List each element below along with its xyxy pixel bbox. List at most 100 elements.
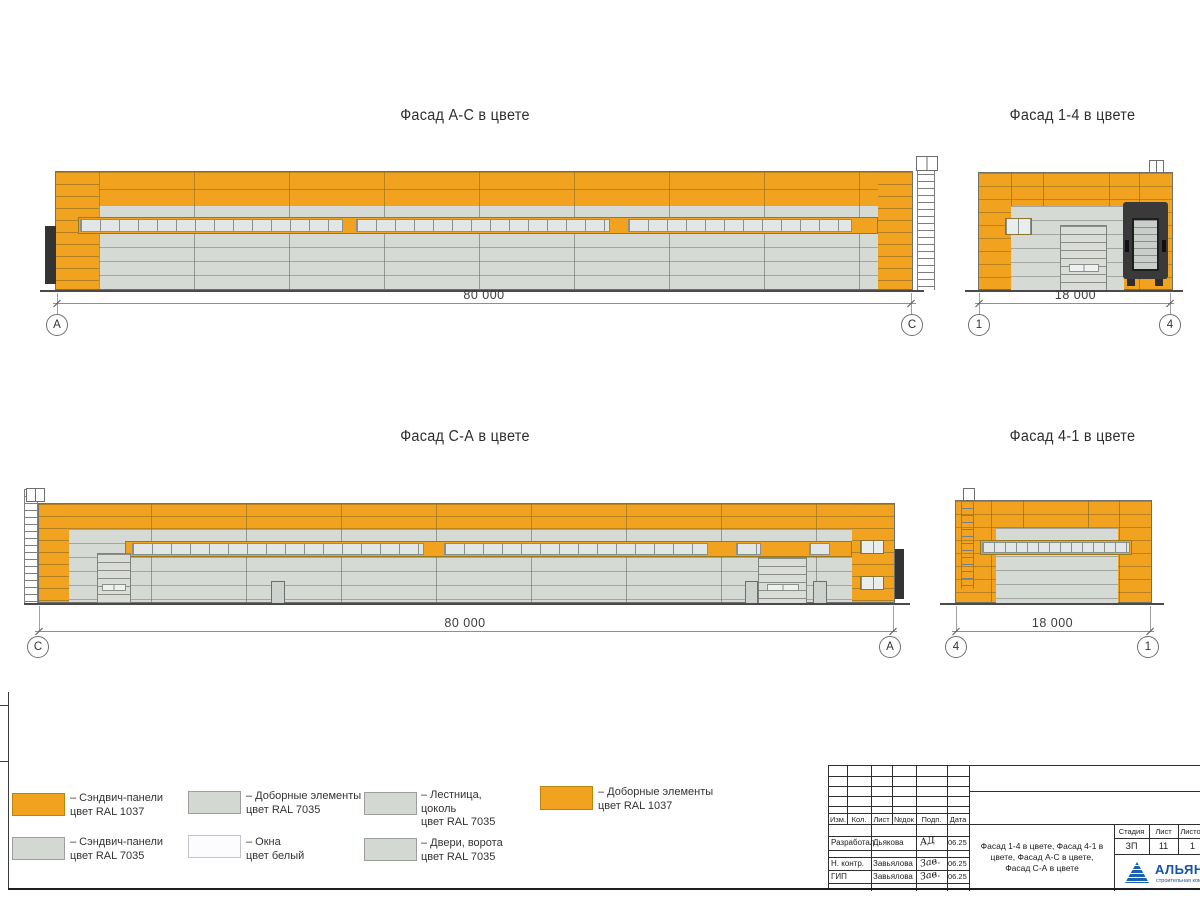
sectional-gate bbox=[97, 553, 131, 604]
facade-ca-drawing bbox=[24, 488, 904, 604]
orange-top-band bbox=[39, 504, 894, 529]
sheet-label: Лист bbox=[1155, 827, 1172, 836]
door bbox=[745, 581, 758, 604]
ground-line bbox=[965, 290, 1183, 292]
facade-41-title: Фасад 4-1 в цвете bbox=[1009, 428, 1136, 445]
roof-ladder bbox=[24, 489, 38, 604]
staff-name: Завьялова bbox=[873, 859, 913, 868]
gate-window-row bbox=[1069, 264, 1099, 272]
dock-bumper bbox=[1127, 279, 1135, 286]
legend-swatch-orange bbox=[540, 786, 593, 810]
facade-ac-title: Фасад А-С в цвете bbox=[400, 107, 530, 124]
extension-line bbox=[893, 606, 894, 632]
window-strip bbox=[132, 543, 424, 555]
staff-signature: АД bbox=[919, 834, 936, 849]
titleblock-line bbox=[969, 766, 970, 891]
staff-date: 06.25 bbox=[948, 838, 967, 847]
staff-role: Н. контр. bbox=[831, 859, 865, 868]
axis-marker-c: С bbox=[27, 636, 49, 658]
sheet-title: Фасад 1-4 в цвете, Фасад 4-1 в цвете, Фа… bbox=[980, 841, 1104, 873]
ground-line bbox=[24, 603, 910, 605]
legend-swatch-gray bbox=[364, 792, 417, 815]
titleblock-line bbox=[1114, 838, 1200, 839]
window bbox=[860, 540, 884, 554]
sectional-gate bbox=[758, 557, 807, 604]
legend-label: – Лестница, цоколь цвет RAL 7035 bbox=[421, 789, 496, 828]
roof-ladder-cage bbox=[916, 156, 938, 171]
stage-value: ЗП bbox=[1125, 841, 1138, 851]
dimension-line bbox=[53, 303, 916, 304]
facade-14-title: Фасад 1-4 в цвете bbox=[1009, 107, 1136, 124]
staff-date: 06.25 bbox=[948, 859, 967, 868]
window bbox=[860, 576, 884, 590]
staff-role: ГИП bbox=[831, 872, 847, 881]
axis-marker-4: 4 bbox=[945, 636, 967, 658]
titleblock-line bbox=[829, 857, 969, 858]
roof-ladder bbox=[917, 160, 935, 290]
legend-label: – Окна цвет белый bbox=[246, 836, 305, 862]
staff-date: 06.25 bbox=[948, 872, 967, 881]
legend-label: – Двери, ворота цвет RAL 7035 bbox=[421, 837, 503, 863]
extension-line bbox=[1170, 293, 1171, 319]
orange-corner-strip-left bbox=[39, 504, 69, 602]
sheets-value: 1 bbox=[1189, 841, 1195, 851]
legend-swatch-white bbox=[188, 835, 241, 858]
facade-41-drawing bbox=[955, 488, 1152, 604]
ground-line bbox=[940, 603, 1164, 605]
titleblock-line bbox=[969, 791, 1200, 792]
roof-vent bbox=[1149, 160, 1164, 173]
col-data: Дата bbox=[949, 815, 967, 824]
window-strip bbox=[356, 219, 610, 232]
orange-corner-strip-right bbox=[878, 172, 912, 289]
titleblock-line bbox=[1178, 824, 1179, 854]
door bbox=[813, 581, 827, 604]
titleblock-line bbox=[947, 766, 948, 891]
facade-ca-title: Фасад С-А в цвете bbox=[400, 428, 530, 445]
axis-marker-a: А bbox=[879, 636, 901, 658]
staff-row: ГИП Завьялова Зав. 06.25 bbox=[829, 868, 969, 883]
extension-line bbox=[979, 293, 980, 319]
legend-label: – Сэндвич-панели цвет RAL 7035 bbox=[70, 836, 164, 862]
titleblock-line bbox=[1114, 824, 1115, 891]
logo-triangle-icon bbox=[1125, 862, 1149, 883]
dimension-line bbox=[975, 303, 1174, 304]
staff-name: Дьякова bbox=[873, 838, 904, 847]
titleblock-line bbox=[1149, 824, 1150, 854]
dock-shelter bbox=[1123, 202, 1168, 279]
titleblock-line bbox=[829, 883, 969, 884]
col-kol: Кол. bbox=[851, 815, 867, 824]
titleblock-line bbox=[829, 813, 969, 814]
dimension-label: 18 000 bbox=[1031, 616, 1074, 630]
sheet-frame-tick bbox=[0, 761, 8, 762]
titleblock-line bbox=[829, 776, 969, 777]
titleblock-line bbox=[1114, 854, 1200, 855]
dimension-label: 18 000 bbox=[1054, 288, 1097, 302]
window-strip bbox=[982, 542, 1130, 553]
facade-ac-drawing bbox=[45, 156, 938, 290]
dimension-label: 80 000 bbox=[463, 288, 505, 302]
sheet-frame-tick bbox=[0, 705, 8, 706]
axis-marker-1: 1 bbox=[968, 314, 990, 336]
window-band bbox=[78, 217, 878, 234]
extension-line bbox=[57, 293, 58, 319]
gate-window-row bbox=[102, 584, 126, 591]
window-strip bbox=[444, 543, 708, 555]
logo-text: АЛЬЯНС bbox=[1155, 862, 1200, 877]
axis-marker-c: С bbox=[901, 314, 923, 336]
extension-line bbox=[911, 293, 912, 319]
col-izm: Изм. bbox=[829, 815, 847, 824]
legend-swatch-gray bbox=[188, 791, 241, 814]
dock-slot bbox=[1125, 240, 1129, 252]
dock-bumper bbox=[1155, 279, 1163, 286]
roof-ladder-cage bbox=[963, 488, 975, 501]
titleblock-line bbox=[829, 824, 1200, 825]
logo-subtext: строительная компания bbox=[1156, 878, 1200, 884]
dimension-line bbox=[952, 631, 1154, 632]
extension-line bbox=[39, 606, 40, 632]
axis-marker-a: А bbox=[46, 314, 68, 336]
legend-label: – Доборные элементы цвет RAL 7035 bbox=[246, 790, 362, 816]
staff-row: Н. контр. Завьялова Зав. 06.25 bbox=[829, 855, 969, 870]
sheets-label: Листов bbox=[1180, 827, 1200, 836]
dimension-label: 80 000 bbox=[444, 616, 486, 630]
